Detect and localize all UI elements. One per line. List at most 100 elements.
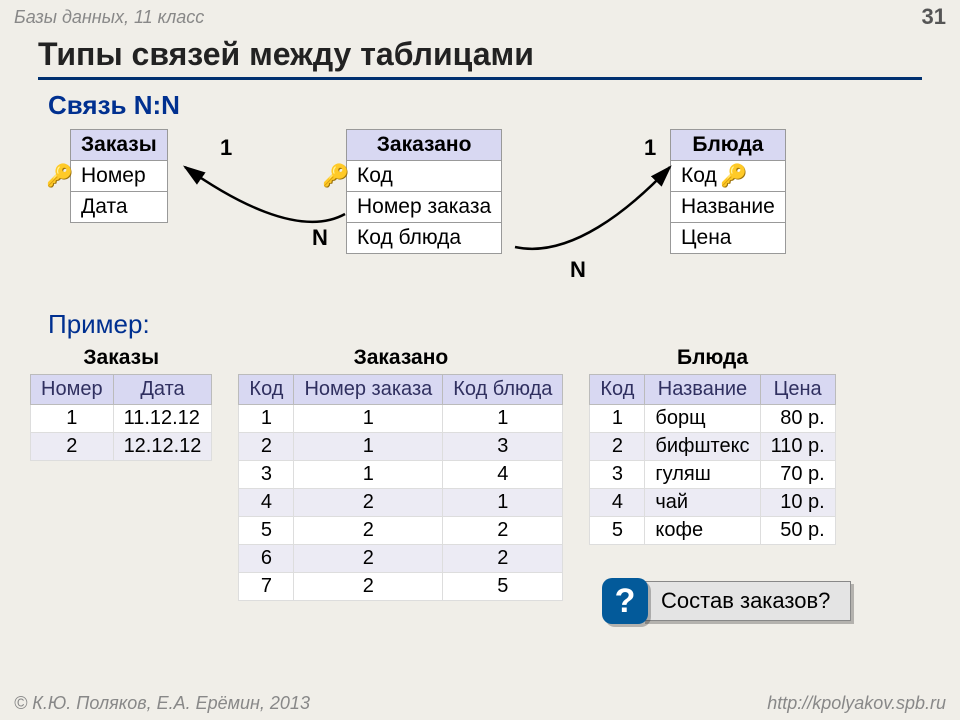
- table-cell: 1: [590, 405, 645, 433]
- schema-diagram: Заказы Номер Дата 🔑 Заказано Код Номер з…: [30, 129, 930, 309]
- table-cell: 1: [294, 461, 443, 489]
- table-cell: чай: [645, 489, 760, 517]
- table-row: 111.12.12: [31, 405, 212, 433]
- table-row: 212.12.12: [31, 433, 212, 461]
- schema-dishes-field-1: Название: [671, 192, 786, 223]
- table-cell: 1: [443, 405, 563, 433]
- table-row: 111: [239, 405, 563, 433]
- table-cell: 2: [294, 517, 443, 545]
- table-row: 2бифштекс110 р.: [590, 433, 835, 461]
- schema-ordered-field-1: Номер заказа: [347, 192, 502, 223]
- table-row: 1борщ80 р.: [590, 405, 835, 433]
- table-cell: 3: [443, 433, 563, 461]
- table-cell: 4: [239, 489, 294, 517]
- schema-ordered-field-0: Код: [347, 161, 502, 192]
- course-label: Базы данных, 11 класс: [14, 7, 204, 28]
- table-cell: 7: [239, 573, 294, 601]
- mult-right-one: 1: [644, 135, 656, 161]
- table-cell: борщ: [645, 405, 760, 433]
- table-cell: 3: [590, 461, 645, 489]
- dishes-table-title: Блюда: [589, 346, 835, 370]
- table-cell: 2: [443, 517, 563, 545]
- table-cell: 80 р.: [760, 405, 835, 433]
- table-cell: 12.12.12: [113, 433, 212, 461]
- table-row: 213: [239, 433, 563, 461]
- table-row: 421: [239, 489, 563, 517]
- table-cell: 2: [590, 433, 645, 461]
- table-cell: 2: [294, 545, 443, 573]
- table-row: 725: [239, 573, 563, 601]
- orders-col-0: Номер: [31, 375, 114, 405]
- key-icon: 🔑: [46, 163, 73, 189]
- question-callout: ? Состав заказов?: [602, 578, 851, 624]
- schema-dishes-title: Блюда: [671, 130, 786, 161]
- dishes-table: Код Название Цена 1борщ80 р.2бифштекс110…: [589, 374, 835, 545]
- dishes-col-1: Название: [645, 375, 760, 405]
- table-cell: 2: [294, 573, 443, 601]
- table-cell: 1: [294, 433, 443, 461]
- table-cell: 1: [294, 405, 443, 433]
- table-row: 622: [239, 545, 563, 573]
- ordered-col-1: Номер заказа: [294, 375, 443, 405]
- key-icon: 🔑: [322, 163, 349, 189]
- table-cell: кофе: [645, 517, 760, 545]
- relation-right: [510, 159, 680, 259]
- table-cell: 4: [443, 461, 563, 489]
- example-tables: Заказы Номер Дата 111.12.12212.12.12 Зак…: [30, 346, 930, 601]
- schema-orders: Заказы Номер Дата: [70, 129, 168, 223]
- table-cell: гуляш: [645, 461, 760, 489]
- mult-left-one: 1: [220, 135, 232, 161]
- footer-authors: © К.Ю. Поляков, Е.А. Ерёмин, 2013: [14, 693, 310, 714]
- table-row: 314: [239, 461, 563, 489]
- table-cell: 1: [31, 405, 114, 433]
- page-number: 31: [922, 4, 946, 30]
- orders-col-1: Дата: [113, 375, 212, 405]
- key-icon: 🔑: [720, 163, 747, 189]
- table-cell: 50 р.: [760, 517, 835, 545]
- table-cell: бифштекс: [645, 433, 760, 461]
- table-row: 3гуляш70 р.: [590, 461, 835, 489]
- ordered-col-0: Код: [239, 375, 294, 405]
- mult-left-n: N: [312, 225, 328, 251]
- table-cell: 70 р.: [760, 461, 835, 489]
- orders-table-title: Заказы: [30, 346, 212, 370]
- dishes-col-0: Код: [590, 375, 645, 405]
- ordered-col-2: Код блюда: [443, 375, 563, 405]
- schema-dishes-field-2: Цена: [671, 223, 786, 254]
- schema-dishes: Блюда Код Название Цена: [670, 129, 786, 254]
- schema-ordered: Заказано Код Номер заказа Код блюда: [346, 129, 502, 254]
- table-cell: 5: [443, 573, 563, 601]
- table-cell: 3: [239, 461, 294, 489]
- table-cell: 5: [590, 517, 645, 545]
- schema-ordered-title: Заказано: [347, 130, 502, 161]
- table-cell: 4: [590, 489, 645, 517]
- dishes-col-2: Цена: [760, 375, 835, 405]
- mult-right-n: N: [570, 257, 586, 283]
- table-cell: 2: [239, 433, 294, 461]
- orders-table: Номер Дата 111.12.12212.12.12: [30, 374, 212, 461]
- table-row: 5кофе50 р.: [590, 517, 835, 545]
- table-cell: 2: [294, 489, 443, 517]
- question-text: Состав заказов?: [642, 581, 851, 621]
- slide-title: Типы связей между таблицами: [38, 36, 922, 80]
- table-row: 4чай10 р.: [590, 489, 835, 517]
- question-icon: ?: [602, 578, 648, 624]
- table-cell: 2: [31, 433, 114, 461]
- table-cell: 11.12.12: [113, 405, 212, 433]
- table-cell: 1: [239, 405, 294, 433]
- footer-url: http://kpolyakov.spb.ru: [767, 693, 946, 714]
- schema-ordered-field-2: Код блюда: [347, 223, 502, 254]
- table-cell: 2: [443, 545, 563, 573]
- table-cell: 10 р.: [760, 489, 835, 517]
- table-cell: 110 р.: [760, 433, 835, 461]
- schema-orders-title: Заказы: [71, 130, 168, 161]
- table-row: 522: [239, 517, 563, 545]
- ordered-table: Код Номер заказа Код блюда 1112133144215…: [238, 374, 563, 601]
- schema-orders-field-0: Номер: [71, 161, 168, 192]
- table-cell: 1: [443, 489, 563, 517]
- ordered-table-title: Заказано: [238, 346, 563, 370]
- table-cell: 6: [239, 545, 294, 573]
- example-label: Пример:: [48, 309, 960, 340]
- table-cell: 5: [239, 517, 294, 545]
- section-label: Связь N:N: [48, 90, 960, 121]
